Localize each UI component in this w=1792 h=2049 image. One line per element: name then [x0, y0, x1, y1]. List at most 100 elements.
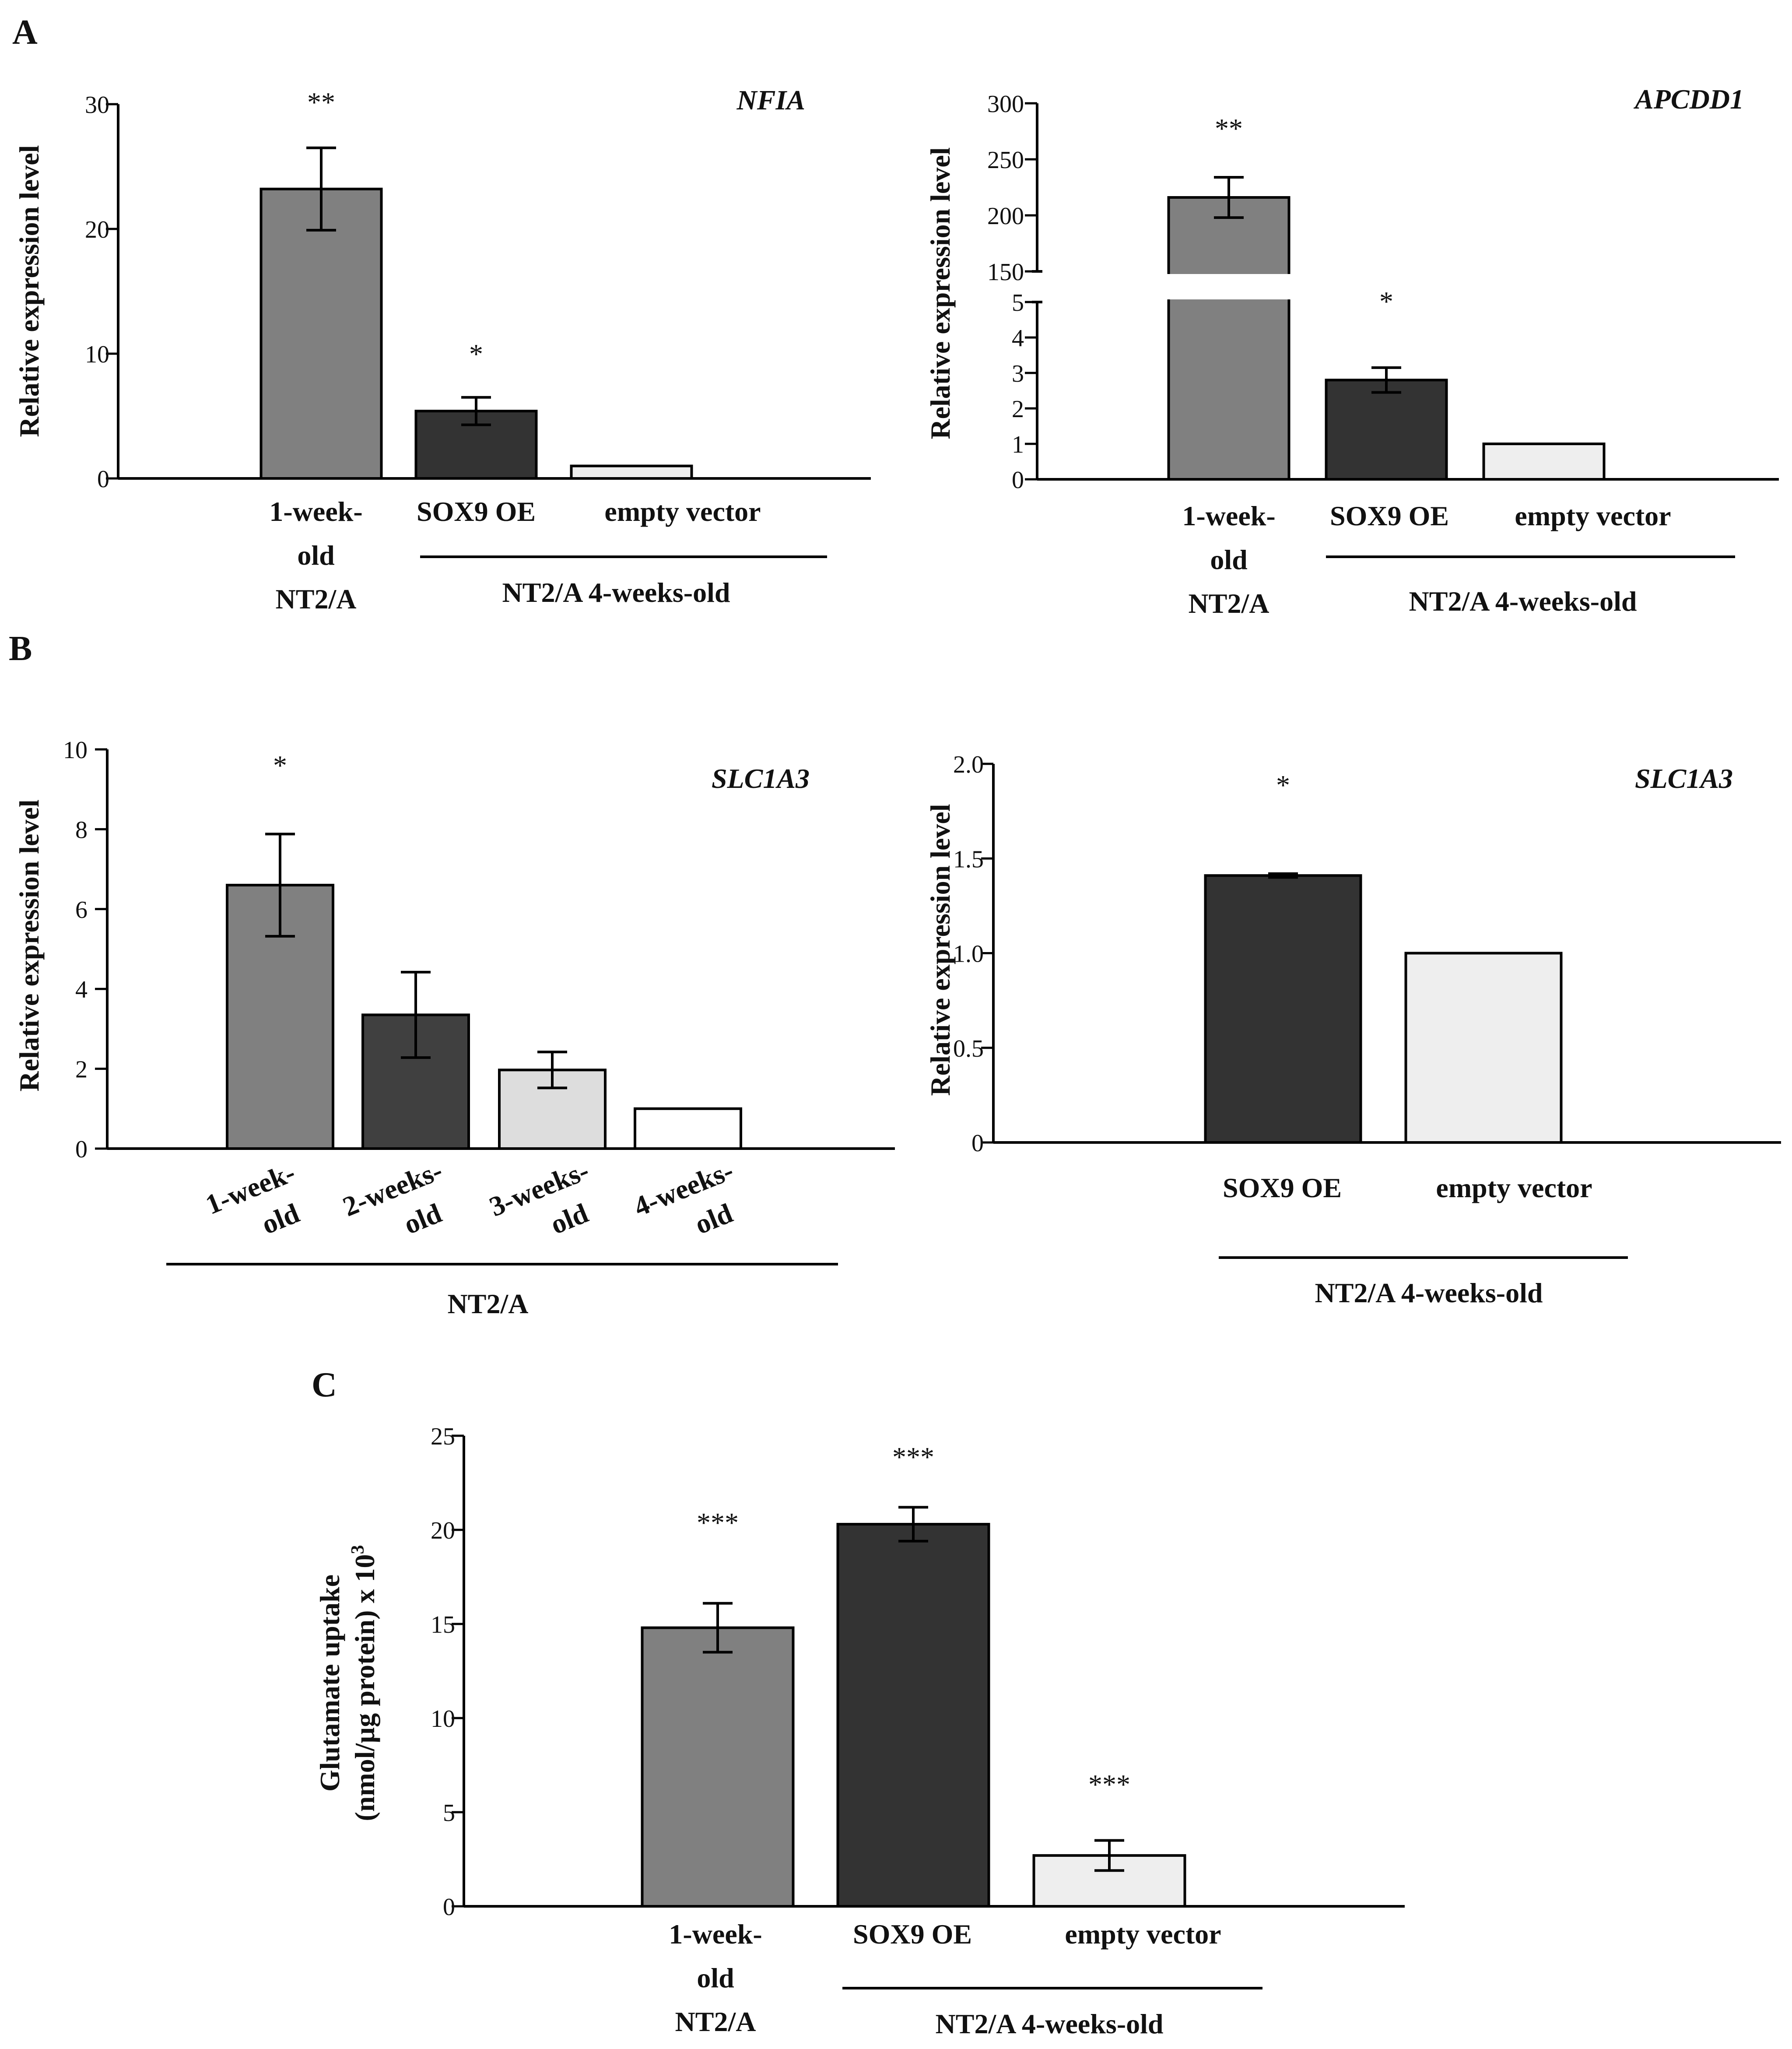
group-label: NT2/A 4-weeks-old [1315, 1277, 1543, 1308]
y-tick-label: 20 [431, 1517, 455, 1544]
category-label-line: old [546, 1197, 593, 1240]
chart-title: SLC1A3 [712, 763, 810, 794]
category-label: 2-weeks-old [338, 1155, 446, 1241]
category-label-line: old [257, 1197, 304, 1240]
category-label-line: SOX9 OE [1330, 500, 1449, 531]
y-axis-label-units: (nmol/µg protein) x 103 [348, 1545, 380, 1821]
category-label: 1-week-old [201, 1156, 304, 1240]
category-label-line: 1-week- [669, 1919, 762, 1950]
bar [634, 1107, 742, 1150]
y-tick-label: 1.0 [953, 941, 984, 968]
significance-label: ** [307, 87, 335, 118]
y-axis-label-units-text: (nmol/µg protein) x 10 [349, 1554, 380, 1821]
y-tick-label: 150 [987, 259, 1024, 286]
category-label: 4-weeks-old [629, 1155, 737, 1241]
category-label-line: old [691, 1197, 737, 1240]
chart-B-right: 0 0.5 1.0 1.5 2.0 * SOX9 OE empty vector NT2/A 4… [925, 751, 1781, 1308]
y-tick-label: 3 [1012, 360, 1024, 387]
y-tick-label: 250 [987, 147, 1024, 174]
y-tick-label: 20 [85, 216, 109, 243]
category-label-line: SOX9 OE [853, 1919, 972, 1950]
y-tick-label: 2 [1012, 396, 1024, 423]
significance-label: * [273, 750, 287, 781]
category-label-line: old [400, 1197, 446, 1240]
panel-label-c: C [312, 1366, 337, 1404]
y-tick-label: 8 [75, 816, 88, 843]
category-label-line: SOX9 OE [417, 496, 536, 527]
bar [836, 1523, 990, 1908]
bar [641, 1626, 795, 1908]
category-label-line: 1-week- [1182, 500, 1275, 531]
y-tick-label: 0 [443, 1894, 455, 1921]
chart-C: 0 5 10 15 20 25 *** *** *** 1-week-old NT2/A SOX9 O… [314, 1423, 1405, 2039]
y-axis-label: Relative expression level [14, 799, 45, 1091]
y-tick-label: 25 [431, 1423, 455, 1450]
y-tick-label: 5 [1012, 289, 1024, 316]
y-axis-label-units-superscript: 3 [348, 1545, 368, 1554]
y-tick-label: 10 [63, 737, 88, 764]
group-label: NT2/A [448, 1288, 529, 1319]
category-label-line: NT2/A [675, 2006, 756, 2037]
y-tick-label: 10 [431, 1705, 455, 1733]
y-tick-label: 30 [85, 91, 109, 119]
y-tick-label: 4 [1012, 325, 1024, 352]
bar [570, 464, 693, 480]
y-tick-label: 10 [85, 341, 109, 368]
group-label: NT2/A 4-weeks-old [1409, 586, 1637, 617]
y-tick-label: 1.5 [953, 846, 984, 873]
y-tick-label: 200 [987, 203, 1024, 230]
panel-label-a: A [12, 13, 38, 52]
y-tick-label: 4 [75, 976, 88, 1003]
significance-label: *** [892, 1441, 934, 1473]
significance-label: * [1379, 286, 1393, 317]
category-label-line: NT2/A [276, 583, 357, 615]
bar-break-gap [1165, 274, 1293, 299]
group-label: NT2/A 4-weeks-old [502, 577, 730, 608]
bar [1167, 196, 1291, 481]
y-tick-label: 0 [971, 1130, 984, 1157]
y-tick-label: 1 [1012, 431, 1024, 458]
bar [1404, 952, 1563, 1144]
y-tick-label: 5 [443, 1799, 455, 1827]
y-tick-label: 0 [97, 466, 109, 493]
bar [1482, 443, 1606, 481]
significance-label: ** [1215, 113, 1243, 144]
chart-B-left: 0 2 4 6 8 10 * 1-week-old 2-weeks-old 3-weeks-old… [14, 737, 895, 1319]
category-label-line: empty vector [1436, 1172, 1592, 1203]
bar [1204, 874, 1362, 1144]
y-axis-label: Relative expression level [925, 804, 956, 1096]
y-tick-label: 300 [987, 91, 1024, 118]
category-label-line: 1-week- [269, 496, 362, 527]
category-label-line: NT2/A [1189, 588, 1269, 619]
category-label-line: SOX9 OE [1223, 1172, 1342, 1203]
category-label-line: empty vector [604, 496, 761, 527]
y-tick-label: 15 [431, 1611, 455, 1638]
y-tick-label: 0 [1012, 467, 1024, 494]
y-tick-label: 0 [75, 1136, 88, 1163]
chart-title: NFIA [736, 84, 806, 116]
category-label-line: old [697, 1962, 734, 1993]
category-label-line: old [297, 540, 334, 571]
y-axis-label: Relative expression level [925, 147, 956, 439]
category-label: 3-weeks-old [485, 1155, 593, 1241]
bar [260, 187, 383, 480]
category-label-line: empty vector [1065, 1919, 1221, 1950]
y-axis-label: Relative expression level [14, 145, 45, 437]
category-label-line: empty vector [1515, 500, 1671, 531]
category-label-line: old [1210, 544, 1247, 575]
panel-label-b: B [9, 629, 32, 668]
group-label: NT2/A 4-weeks-old [936, 2008, 1164, 2039]
chart-title: APCDD1 [1633, 84, 1744, 115]
significance-label: * [1276, 770, 1290, 801]
y-tick-label: 2 [75, 1056, 88, 1083]
significance-label: * [469, 338, 483, 369]
chart-title: SLC1A3 [1635, 763, 1733, 794]
bar [1325, 379, 1448, 481]
y-axis-label: Glutamate uptake [314, 1575, 345, 1792]
y-tick-label: 2.0 [953, 751, 984, 778]
significance-label: *** [1088, 1769, 1130, 1800]
chart-A-right: 150200250300012345***1-week-oldNT2/ASOX9… [925, 84, 1779, 619]
